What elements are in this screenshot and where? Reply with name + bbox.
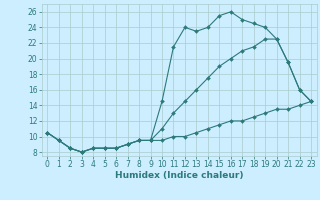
X-axis label: Humidex (Indice chaleur): Humidex (Indice chaleur) [115, 171, 244, 180]
